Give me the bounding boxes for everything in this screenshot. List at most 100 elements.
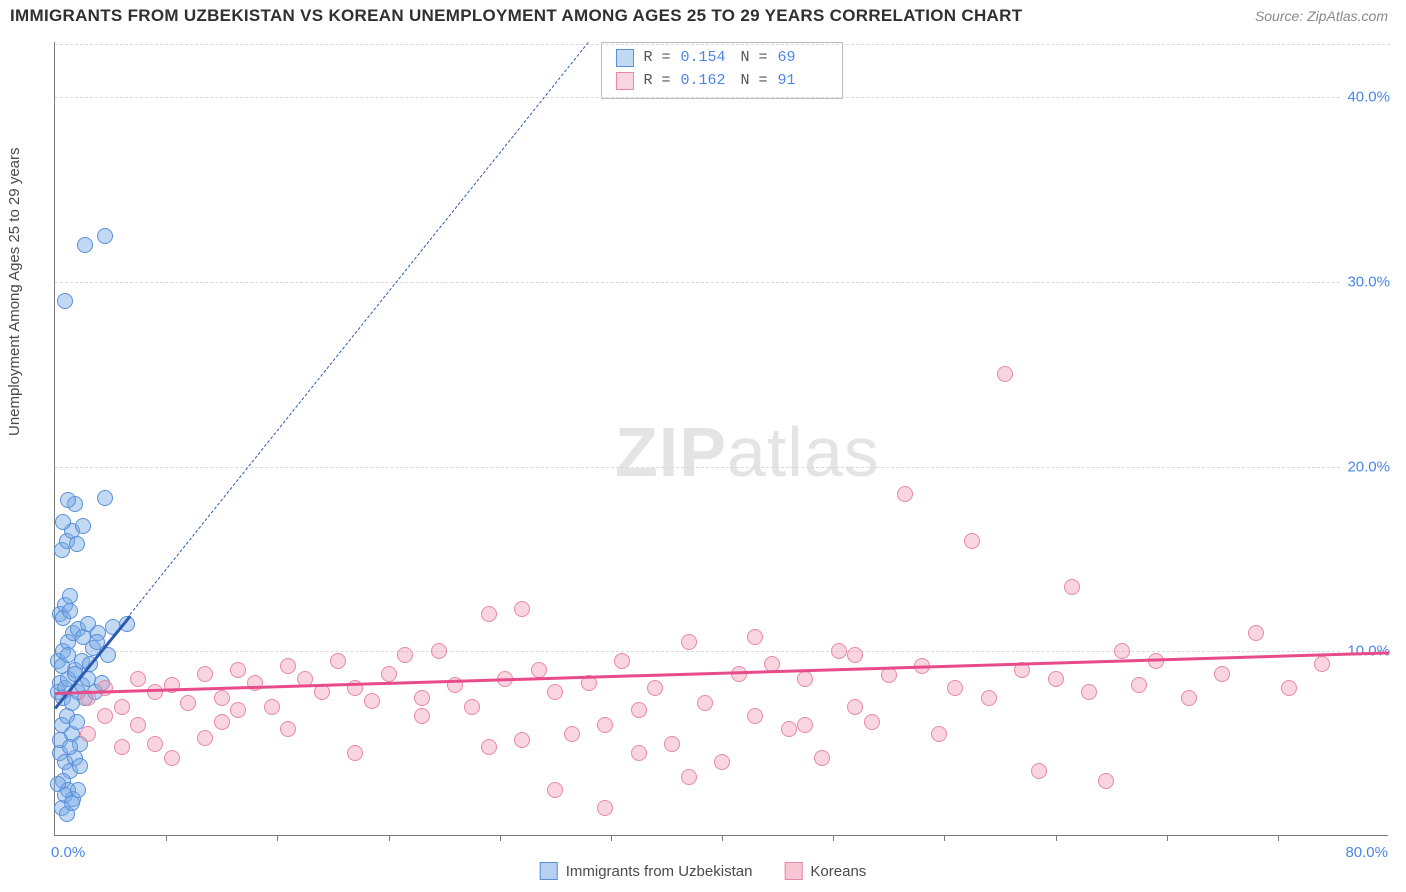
data-point	[481, 606, 497, 622]
data-point	[97, 490, 113, 506]
data-point	[947, 680, 963, 696]
data-point	[164, 750, 180, 766]
x-tick-mark	[611, 835, 612, 841]
legend-label: Immigrants from Uzbekistan	[566, 863, 753, 880]
gridline	[55, 97, 1390, 98]
data-point	[180, 695, 196, 711]
data-point	[197, 730, 213, 746]
data-point	[631, 702, 647, 718]
data-point	[1114, 643, 1130, 659]
legend-label: Koreans	[810, 863, 866, 880]
gridline	[55, 651, 1390, 652]
data-point	[431, 643, 447, 659]
data-point	[597, 717, 613, 733]
data-point	[831, 643, 847, 659]
data-point	[797, 717, 813, 733]
data-point	[130, 671, 146, 687]
y-axis-label: Unemployment Among Ages 25 to 29 years	[6, 147, 23, 436]
y-tick-label: 40.0%	[1341, 89, 1390, 106]
data-point	[381, 666, 397, 682]
data-point	[230, 662, 246, 678]
x-tick-mark	[1056, 835, 1057, 841]
legend-swatch	[615, 49, 633, 67]
data-point	[631, 745, 647, 761]
legend-item: Koreans	[784, 862, 866, 880]
data-point	[664, 736, 680, 752]
x-tick-mark	[722, 835, 723, 841]
data-point	[1214, 666, 1230, 682]
data-point	[72, 758, 88, 774]
data-point	[77, 237, 93, 253]
data-point	[364, 693, 380, 709]
data-point	[1031, 763, 1047, 779]
x-tick-mark	[833, 835, 834, 841]
data-point	[1314, 656, 1330, 672]
y-tick-label: 20.0%	[1341, 458, 1390, 475]
x-tick-mark	[389, 835, 390, 841]
legend-swatch	[540, 862, 558, 880]
data-point	[597, 800, 613, 816]
trend-line	[55, 651, 1389, 694]
data-point	[55, 514, 71, 530]
data-point	[75, 518, 91, 534]
legend-n-label: N =	[741, 70, 768, 93]
watermark: ZIPatlas	[615, 412, 880, 492]
data-point	[114, 739, 130, 755]
gridline	[55, 467, 1390, 468]
correlation-legend: R = 0.154N = 69R = 0.162N = 91	[600, 42, 842, 99]
data-point	[1098, 773, 1114, 789]
x-tick-mark	[1167, 835, 1168, 841]
legend-swatch	[615, 72, 633, 90]
data-point	[97, 228, 113, 244]
y-tick-label: 30.0%	[1341, 274, 1390, 291]
data-point	[414, 690, 430, 706]
data-point	[797, 671, 813, 687]
data-point	[997, 366, 1013, 382]
data-point	[847, 699, 863, 715]
data-point	[280, 658, 296, 674]
data-point	[280, 721, 296, 737]
legend-n-value: 69	[778, 47, 828, 70]
data-point	[414, 708, 430, 724]
data-point	[62, 588, 78, 604]
data-point	[864, 714, 880, 730]
data-point	[214, 714, 230, 730]
data-point	[881, 667, 897, 683]
data-point	[197, 666, 213, 682]
data-point	[514, 732, 530, 748]
plot-area: ZIPatlas R = 0.154N = 69R = 0.162N = 91 …	[54, 42, 1388, 836]
legend-row: R = 0.162N = 91	[615, 70, 827, 93]
data-point	[1081, 684, 1097, 700]
chart-title: IMMIGRANTS FROM UZBEKISTAN VS KOREAN UNE…	[10, 6, 1022, 26]
data-point	[814, 750, 830, 766]
legend-r-label: R =	[643, 70, 670, 93]
legend-n-value: 91	[778, 70, 828, 93]
gridline	[55, 44, 1390, 45]
data-point	[347, 745, 363, 761]
x-tick-label: 0.0%	[51, 844, 85, 861]
data-point	[1181, 690, 1197, 706]
data-point	[62, 603, 78, 619]
gridline	[55, 282, 1390, 283]
data-point	[69, 536, 85, 552]
data-point	[264, 699, 280, 715]
data-point	[481, 739, 497, 755]
x-tick-mark	[277, 835, 278, 841]
data-point	[62, 739, 78, 755]
data-point	[464, 699, 480, 715]
data-point	[57, 293, 73, 309]
data-point	[547, 684, 563, 700]
data-point	[514, 601, 530, 617]
data-point	[397, 647, 413, 663]
data-point	[147, 736, 163, 752]
data-point	[847, 647, 863, 663]
data-point	[697, 695, 713, 711]
data-point	[747, 708, 763, 724]
data-point	[547, 782, 563, 798]
x-tick-mark	[166, 835, 167, 841]
legend-swatch	[784, 862, 802, 880]
data-point	[230, 702, 246, 718]
data-point	[1048, 671, 1064, 687]
data-point	[1281, 680, 1297, 696]
data-point	[1248, 625, 1264, 641]
